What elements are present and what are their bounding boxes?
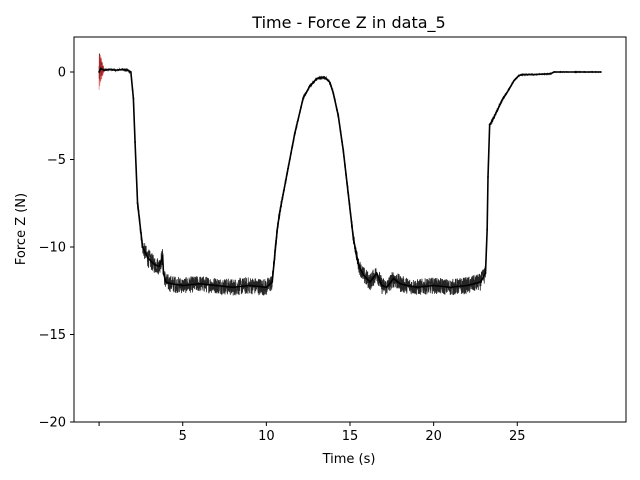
data-point: [287, 167, 290, 170]
data-point: [466, 284, 468, 287]
data-point: [549, 72, 552, 75]
data-point: [484, 272, 487, 275]
data-point: [129, 71, 132, 73]
data-point: [325, 78, 328, 80]
data-point: [114, 69, 117, 72]
data-point: [302, 97, 305, 100]
data-point: [369, 281, 371, 283]
data-point: [496, 109, 499, 112]
data-point: [518, 74, 520, 77]
x-tick-label: 15: [342, 429, 359, 444]
data-point: [526, 73, 529, 76]
data-point: [432, 284, 435, 287]
y-axis-label: Force Z (N): [14, 193, 29, 265]
data-point: [158, 265, 161, 268]
data-point: [533, 73, 535, 76]
data-point: [198, 282, 201, 285]
data-point: [501, 99, 504, 101]
data-point: [248, 284, 251, 287]
data-point: [181, 284, 184, 287]
data-point: [329, 81, 331, 84]
data-point: [508, 88, 510, 91]
y-tick-label: −5: [47, 153, 66, 168]
data-point: [375, 272, 378, 275]
data-point: [273, 254, 276, 257]
y-axis-ticks: 0 −5 −10 −15 −20: [39, 66, 74, 431]
series-line: [98, 67, 601, 289]
y-tick-label: −20: [39, 416, 66, 431]
data-point: [141, 246, 144, 248]
data-point: [132, 97, 135, 100]
data-point: [362, 274, 365, 276]
x-tick-label: 20: [425, 429, 442, 444]
y-tick-label: −15: [39, 328, 66, 343]
plot-series: [98, 53, 602, 296]
data-point: [108, 68, 111, 71]
data-point: [136, 202, 139, 205]
data-point: [392, 277, 395, 280]
data-point: [347, 193, 350, 196]
data-point: [282, 193, 284, 196]
data-point: [103, 69, 106, 72]
plot-frame: [73, 36, 627, 423]
data-point: [215, 284, 218, 287]
data-point: [121, 68, 124, 71]
data-point: [488, 123, 491, 126]
x-axis-label: Time (s): [322, 452, 376, 467]
series-noise-band: [98, 53, 602, 296]
data-point: [491, 120, 494, 122]
data-point: [583, 71, 586, 73]
data-point: [486, 228, 489, 231]
data-point: [574, 71, 577, 73]
data-point: [315, 78, 318, 80]
data-point: [600, 71, 602, 73]
data-point: [265, 286, 268, 289]
data-point: [153, 263, 156, 266]
data-point: [405, 284, 408, 287]
data-point: [276, 228, 279, 231]
data-point: [146, 256, 149, 259]
data-point: [416, 286, 418, 289]
series-start-markers: [98, 54, 106, 90]
data-point: [513, 79, 515, 82]
data-point: [559, 71, 562, 73]
x-tick-label: 25: [509, 429, 526, 444]
x-tick-label: 5: [179, 429, 187, 444]
chart-title: Time - Force Z in data_5: [251, 13, 445, 33]
data-point: [380, 284, 383, 287]
data-point: [126, 69, 129, 72]
y-tick-label: 0: [58, 66, 66, 81]
data-point: [479, 281, 482, 283]
data-point: [98, 71, 100, 73]
data-point: [293, 132, 296, 135]
data-point: [165, 281, 167, 283]
data-point: [278, 211, 281, 213]
data-point: [357, 263, 360, 266]
data-point: [487, 176, 489, 178]
data-point: [541, 73, 544, 75]
data-point: [170, 282, 172, 285]
data-point: [322, 76, 325, 79]
x-axis-ticks: 5 10 15 20 25: [98, 422, 526, 444]
data-point: [271, 281, 274, 283]
data-point: [161, 254, 164, 257]
data-point: [337, 114, 340, 117]
data-point: [308, 85, 311, 87]
data-point: [134, 141, 136, 143]
data-point: [352, 237, 355, 240]
data-point: [99, 67, 102, 70]
data-point: [342, 149, 345, 152]
data-point: [162, 272, 165, 275]
data-point: [232, 286, 234, 289]
data-point: [385, 286, 388, 289]
x-tick-label: 10: [258, 429, 275, 444]
data-point: [399, 282, 402, 285]
data-point: [521, 73, 524, 76]
data-point: [553, 71, 555, 73]
data-point: [332, 92, 335, 94]
data-point: [449, 286, 452, 289]
y-tick-label: −10: [39, 241, 66, 256]
